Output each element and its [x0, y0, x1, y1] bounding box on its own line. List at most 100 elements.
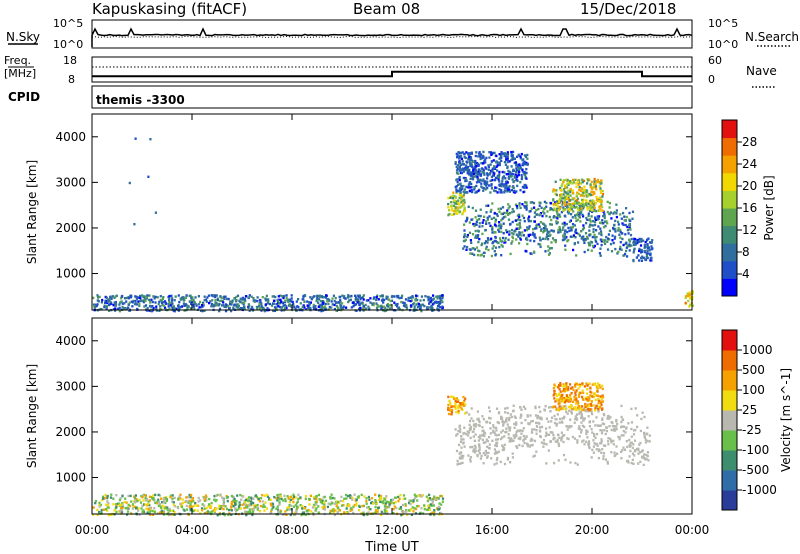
echo-cell	[491, 169, 494, 172]
echo-cell	[420, 507, 423, 510]
echo-cell	[250, 497, 253, 500]
echo-cell	[467, 158, 470, 161]
colorbar-swatch	[722, 120, 737, 139]
echo-cell	[92, 506, 95, 509]
echo-cell	[633, 450, 636, 453]
echo-cell	[627, 461, 630, 464]
echo-cell	[212, 509, 215, 512]
echo-cell	[464, 403, 467, 406]
echo-cell	[629, 219, 632, 223]
echo-cell	[148, 304, 152, 308]
echo-cell	[555, 189, 558, 192]
echo-cell	[566, 186, 569, 189]
echo-cell	[601, 448, 604, 451]
echo-cell	[584, 238, 587, 241]
echo-cell	[495, 426, 498, 430]
echo-cell	[248, 294, 251, 297]
echo-cell	[185, 499, 188, 503]
echo-cell	[146, 511, 149, 514]
echo-cell	[549, 410, 552, 413]
echo-cell	[610, 250, 614, 253]
echo-cell	[230, 509, 233, 512]
echo-cell	[516, 165, 520, 168]
echo-cell	[578, 234, 581, 237]
echo-cell	[459, 440, 463, 444]
echo-cell	[535, 421, 538, 425]
echo-cell	[580, 230, 583, 233]
echo-cell	[526, 444, 529, 448]
echo-cell	[518, 213, 521, 216]
echo-cell	[246, 497, 249, 501]
echo-cell	[608, 201, 611, 205]
echo-cell	[266, 307, 269, 310]
echo-cell	[313, 497, 316, 500]
echo-cell	[310, 510, 313, 513]
echo-cell	[130, 294, 133, 297]
echo-cell	[556, 438, 559, 442]
echo-cell	[646, 243, 649, 246]
echo-cell	[558, 436, 561, 439]
echo-cell	[564, 184, 567, 187]
echo-cell	[576, 218, 579, 221]
echo-cell	[478, 419, 481, 422]
echo-cell	[127, 306, 130, 309]
echo-cell	[458, 165, 461, 168]
echo-cell	[492, 429, 495, 433]
echo-cell	[377, 506, 380, 510]
echo-cell	[477, 171, 480, 174]
echo-cell	[623, 254, 626, 257]
echo-cell	[481, 186, 484, 189]
echo-cell	[168, 297, 171, 300]
echo-cell	[286, 298, 289, 302]
echo-cell	[372, 502, 375, 505]
echo-cell	[613, 427, 616, 431]
echo-cell	[460, 454, 463, 458]
echo-cell	[207, 505, 210, 508]
echo-cell	[621, 232, 624, 235]
echo-cell	[151, 305, 154, 308]
echo-cell	[123, 307, 126, 311]
echo-cell	[109, 296, 112, 299]
echo-cell	[458, 456, 461, 459]
echo-cell	[361, 302, 364, 305]
echo-cell	[601, 205, 604, 209]
echo-cell	[482, 169, 485, 172]
echo-cell	[131, 503, 134, 506]
echo-cell	[520, 408, 523, 411]
echo-cell	[484, 188, 487, 191]
echo-cell	[573, 224, 576, 227]
echo-cell	[145, 507, 148, 510]
echo-cell	[514, 416, 517, 420]
echo-cell	[478, 237, 481, 241]
echo-cell	[511, 154, 514, 157]
echo-cell	[230, 303, 233, 306]
echo-cell	[245, 513, 248, 517]
echo-cell	[518, 163, 521, 166]
echo-cell	[508, 185, 511, 188]
echo-cell	[182, 302, 185, 305]
echo-cell	[349, 496, 352, 499]
echo-cell	[369, 508, 372, 511]
echo-cell	[529, 233, 532, 236]
echo-cell	[95, 304, 98, 308]
echo-cell	[190, 499, 193, 502]
echo-cell	[287, 497, 290, 500]
echo-cell	[115, 510, 118, 514]
echo-cell	[156, 502, 159, 505]
echo-cell	[531, 419, 534, 423]
echo-cell	[466, 172, 469, 175]
echo-cell	[628, 224, 632, 227]
echo-cell	[339, 298, 342, 302]
echo-cell	[486, 216, 489, 219]
echo-cell	[548, 215, 551, 219]
echo-cell	[494, 224, 497, 227]
echo-cell	[601, 418, 604, 421]
echo-cell	[560, 210, 563, 214]
echo-cell	[597, 407, 600, 411]
echo-cell	[646, 426, 649, 429]
echo-cell	[488, 410, 491, 413]
echo-cell	[501, 152, 504, 155]
echo-cell	[548, 234, 551, 237]
echo-cell	[222, 301, 225, 304]
echo-cell	[547, 249, 550, 252]
